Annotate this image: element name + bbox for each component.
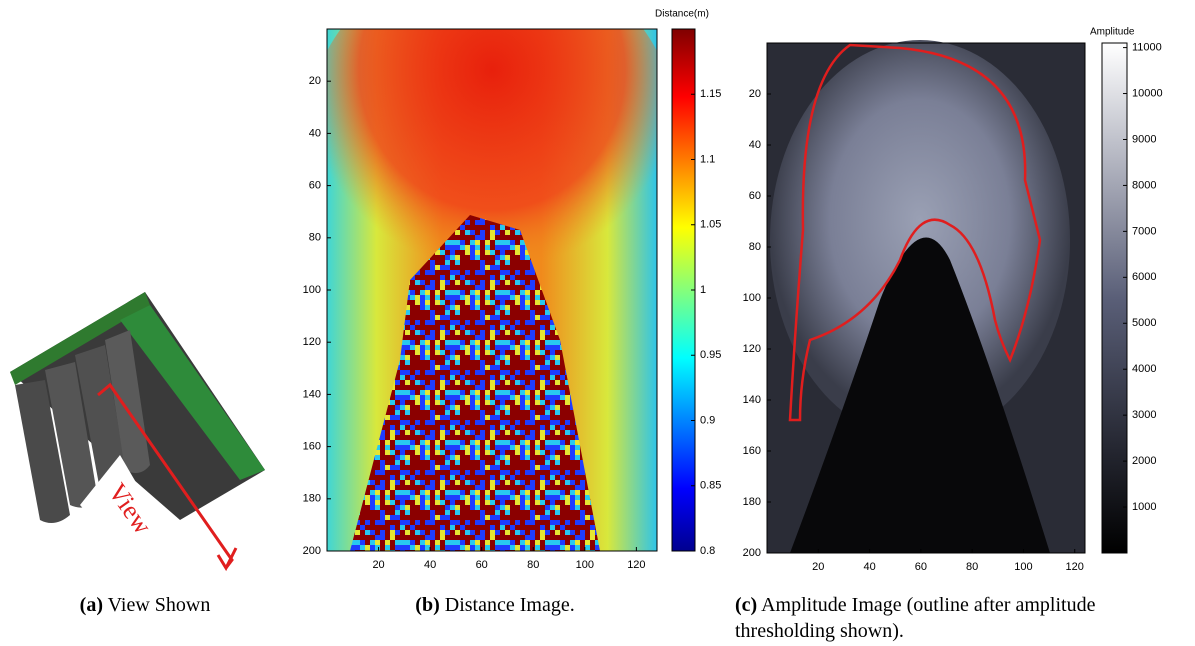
caption-text: Distance Image.	[444, 594, 575, 616]
y-tick-label: 140	[303, 388, 321, 400]
x-tick-label: 60	[476, 559, 488, 571]
colorbar-tick-label: 1000	[1132, 501, 1156, 513]
colorbar-tick-label: 8000	[1132, 179, 1156, 191]
y-tick-label: 180	[303, 493, 321, 505]
x-tick-label: 100	[1014, 561, 1032, 573]
colorbar-label: Amplitude	[1090, 27, 1135, 38]
y-tick-label: 20	[749, 88, 761, 100]
caption-label: (b)	[415, 594, 440, 616]
x-tick-label: 60	[915, 561, 927, 573]
caption-label: (c)	[735, 594, 758, 616]
y-tick-label: 200	[743, 547, 761, 559]
y-tick-label: 40	[309, 127, 321, 139]
colorbar-tick-label: 10000	[1132, 87, 1163, 99]
y-tick-label: 200	[303, 545, 321, 557]
caption-b: (b) Distance Image.	[330, 592, 660, 618]
x-tick-label: 40	[424, 559, 436, 571]
distance-image	[327, 29, 657, 551]
y-tick-label: 120	[303, 336, 321, 348]
caption-text: Amplitude Image (outline after amplitude…	[735, 594, 1096, 642]
x-tick-label: 100	[576, 559, 594, 571]
caption-text: View Shown	[107, 594, 211, 616]
colorbar	[1101, 42, 1128, 554]
x-tick-label: 120	[627, 559, 645, 571]
x-tick-label: 20	[812, 561, 824, 573]
colorbar-tick-label: 5000	[1132, 317, 1156, 329]
colorbar-tick-label: 2000	[1132, 455, 1156, 467]
y-tick-label: 160	[743, 445, 761, 457]
y-tick-label: 160	[303, 441, 321, 453]
colorbar-tick-label: 11000	[1132, 42, 1162, 54]
colorbar-tick-label: 0.95	[700, 349, 721, 361]
colorbar-tick-label: 1.15	[700, 88, 721, 100]
caption-a: (a) View Shown	[0, 592, 290, 618]
colorbar-tick-label: 6000	[1132, 271, 1156, 283]
colorbar-label: Distance(m)	[655, 9, 709, 20]
x-tick-label: 80	[966, 561, 978, 573]
y-tick-label: 100	[303, 284, 321, 296]
colorbar-tick-label: 1	[700, 284, 706, 296]
colorbar-tick-label: 3000	[1132, 409, 1156, 421]
x-tick-label: 20	[372, 559, 384, 571]
y-tick-label: 180	[743, 496, 761, 508]
y-tick-label: 20	[309, 75, 321, 87]
x-tick-label: 80	[527, 559, 539, 571]
colorbar-tick-label: 4000	[1132, 363, 1156, 375]
y-tick-label: 100	[743, 292, 761, 304]
caption-label: (a)	[79, 594, 103, 616]
x-tick-label: 40	[863, 561, 875, 573]
y-tick-label: 60	[749, 190, 761, 202]
x-tick-label: 120	[1066, 561, 1084, 573]
y-tick-label: 40	[749, 139, 761, 151]
machine-illustration: View	[10, 292, 265, 572]
y-tick-label: 140	[743, 394, 761, 406]
amplitude-image	[767, 40, 1085, 553]
y-tick-label: 80	[749, 241, 761, 253]
caption-c: (c) Amplitude Image (outline after ampli…	[735, 592, 1175, 644]
colorbar-tick-label: 7000	[1132, 225, 1156, 237]
y-tick-label: 60	[309, 180, 321, 192]
colorbar-tick-label: 0.8	[700, 545, 715, 557]
colorbar-tick-label: 1.1	[700, 153, 715, 165]
colorbar-tick-label: 1.05	[700, 219, 721, 231]
figure-graphics: View 20 40 60 80 100 120204060801001201401601…	[10, 9, 1163, 573]
colorbar-tick-label: 0.85	[700, 480, 721, 492]
y-tick-label: 120	[743, 343, 761, 355]
colorbar-tick-label: 9000	[1132, 133, 1156, 145]
y-tick-label: 80	[309, 232, 321, 244]
colorbar-tick-label: 0.9	[700, 414, 715, 426]
